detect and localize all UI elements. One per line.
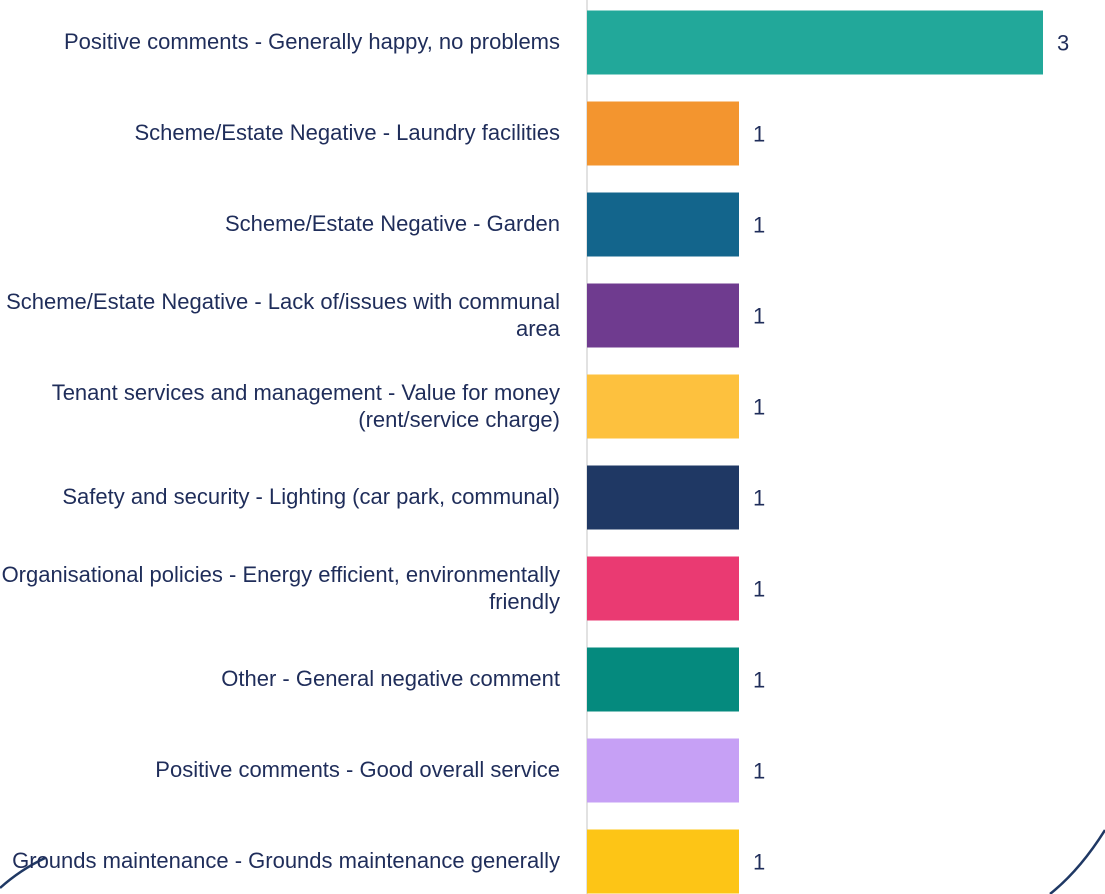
category-label-box: Safety and security - Lighting (car park… xyxy=(0,452,560,543)
category-label-box: Positive comments - Good overall service xyxy=(0,725,560,816)
category-label: Scheme/Estate Negative - Lack of/issues … xyxy=(6,289,560,341)
bar xyxy=(587,647,739,712)
category-label-box: Other - General negative comment xyxy=(0,634,560,725)
bar xyxy=(587,283,739,348)
category-label-box: Positive comments - Generally happy, no … xyxy=(0,0,560,88)
category-label-box: Tenant services and management - Value f… xyxy=(0,361,560,452)
value-label: 1 xyxy=(753,394,765,419)
bar xyxy=(587,465,739,530)
bar xyxy=(587,374,739,439)
category-label-box: Scheme/Estate Negative - Lack of/issues … xyxy=(0,270,560,361)
category-label: Scheme/Estate Negative - Laundry facilit… xyxy=(134,120,560,146)
category-label: Scheme/Estate Negative - Garden xyxy=(224,211,560,237)
decor-arc xyxy=(1049,829,1105,894)
value-label: 1 xyxy=(753,576,765,601)
bar xyxy=(587,738,739,803)
value-label: 1 xyxy=(753,303,765,328)
bar xyxy=(587,829,739,894)
category-label: Grounds maintenance - Grounds maintenanc… xyxy=(12,848,560,874)
value-label: 1 xyxy=(753,667,765,692)
value-label: 1 xyxy=(753,758,765,783)
category-label: Positive comments - Generally happy, no … xyxy=(63,29,560,55)
value-label: 1 xyxy=(753,212,765,237)
value-label: 1 xyxy=(753,485,765,510)
category-label: Tenant services and management - Value f… xyxy=(51,380,560,432)
category-label-box: Grounds maintenance - Grounds maintenanc… xyxy=(0,816,560,894)
category-label-box: Organisational policies - Energy efficie… xyxy=(0,543,560,634)
category-label-box: Scheme/Estate Negative - Laundry facilit… xyxy=(0,88,560,179)
bar xyxy=(587,556,739,621)
decor-arc xyxy=(0,856,46,889)
bar xyxy=(587,101,739,166)
bar xyxy=(587,192,739,257)
value-label: 1 xyxy=(753,849,765,874)
category-label: Positive comments - Good overall service xyxy=(155,757,560,783)
category-label-box: Scheme/Estate Negative - Garden xyxy=(0,179,560,270)
category-label: Other - General negative comment xyxy=(221,666,560,692)
category-label: Safety and security - Lighting (car park… xyxy=(62,484,560,510)
category-label: Organisational policies - Energy efficie… xyxy=(1,562,560,614)
value-label: 3 xyxy=(1057,30,1069,55)
bar xyxy=(587,10,1043,75)
value-label: 1 xyxy=(753,121,765,146)
